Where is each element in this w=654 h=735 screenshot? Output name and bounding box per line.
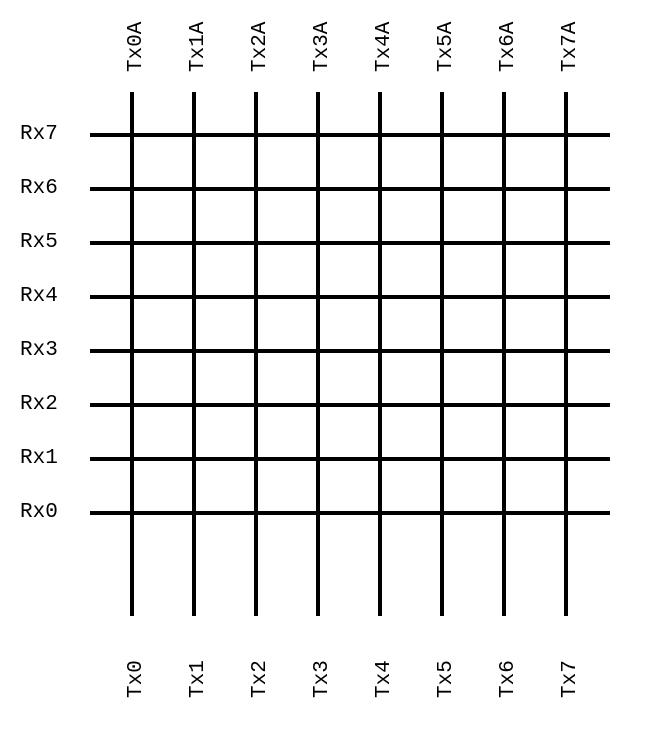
horizontal-line-4 <box>90 349 610 353</box>
horizontal-line-0 <box>90 133 610 137</box>
vertical-line-5 <box>440 92 444 616</box>
vertical-line-4 <box>378 92 382 616</box>
bottom-col-label-tx3: Tx3 <box>311 660 334 698</box>
row-label-rx2: Rx2 <box>20 393 58 416</box>
horizontal-line-7 <box>90 511 610 515</box>
row-label-rx7: Rx7 <box>20 123 58 146</box>
row-label-rx1: Rx1 <box>20 447 58 470</box>
vertical-line-6 <box>502 92 506 616</box>
top-col-label-tx1a: Tx1A <box>187 22 210 72</box>
bottom-col-label-tx2: Tx2 <box>249 660 272 698</box>
row-label-rx6: Rx6 <box>20 177 58 200</box>
top-col-label-tx4a: Tx4A <box>373 22 396 72</box>
horizontal-line-2 <box>90 241 610 245</box>
top-col-label-tx3a: Tx3A <box>311 22 334 72</box>
row-label-rx3: Rx3 <box>20 339 58 362</box>
vertical-line-1 <box>192 92 196 616</box>
bottom-col-label-tx4: Tx4 <box>373 660 396 698</box>
vertical-line-3 <box>316 92 320 616</box>
vertical-line-2 <box>254 92 258 616</box>
vertical-line-0 <box>130 92 134 616</box>
horizontal-line-5 <box>90 403 610 407</box>
horizontal-line-1 <box>90 187 610 191</box>
bottom-col-label-tx0: Tx0 <box>125 660 148 698</box>
top-col-label-tx7a: Tx7A <box>559 22 582 72</box>
bottom-col-label-tx6: Tx6 <box>497 660 520 698</box>
row-label-rx4: Rx4 <box>20 285 58 308</box>
top-col-label-tx2a: Tx2A <box>249 22 272 72</box>
row-label-rx0: Rx0 <box>20 501 58 524</box>
horizontal-line-3 <box>90 295 610 299</box>
bottom-col-label-tx1: Tx1 <box>187 660 210 698</box>
top-col-label-tx5a: Tx5A <box>435 22 458 72</box>
row-label-rx5: Rx5 <box>20 231 58 254</box>
horizontal-line-6 <box>90 457 610 461</box>
grid-matrix-diagram: Rx7 Rx6 Rx5 Rx4 Rx3 Rx2 Rx1 Rx0 Tx0A Tx1A Tx2A Tx3A… <box>0 0 654 735</box>
bottom-col-label-tx7: Tx7 <box>559 660 582 698</box>
bottom-col-label-tx5: Tx5 <box>435 660 458 698</box>
vertical-line-7 <box>564 92 568 616</box>
top-col-label-tx6a: Tx6A <box>497 22 520 72</box>
top-col-label-tx0a: Tx0A <box>125 22 148 72</box>
